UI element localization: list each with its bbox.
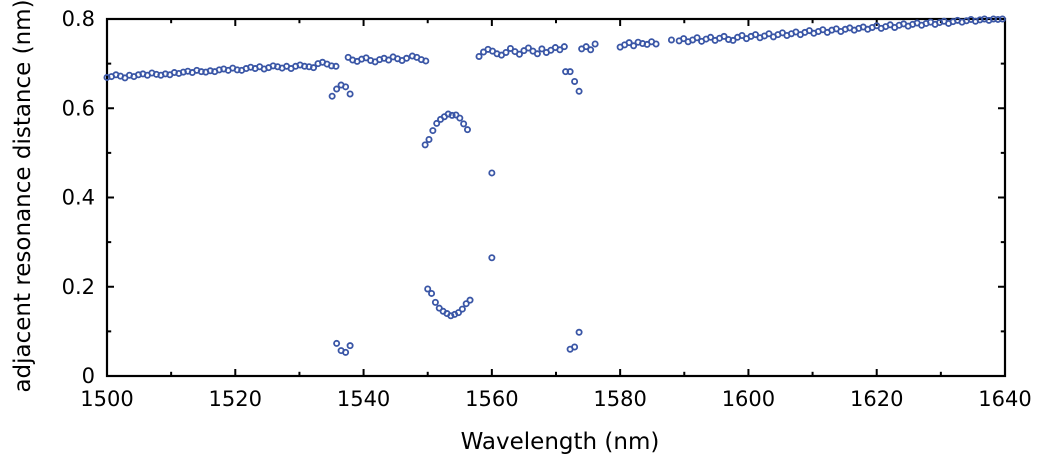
data-point	[433, 119, 441, 127]
data-point	[575, 328, 583, 336]
data-point	[328, 92, 336, 100]
x-tick-label: 1620	[850, 387, 903, 411]
x-tick-label: 1500	[80, 387, 133, 411]
data-point	[488, 254, 496, 262]
data-point	[538, 45, 546, 53]
data-point	[428, 289, 436, 297]
data-point	[462, 300, 470, 308]
data-point	[575, 87, 583, 95]
data-point	[488, 169, 496, 177]
data-point	[346, 90, 354, 98]
y-tick-labels: 0 0.2 0.4 0.6 0.8	[62, 7, 95, 388]
data-point	[667, 36, 675, 44]
data-point	[346, 342, 354, 350]
data-point	[587, 46, 595, 54]
x-tick-label: 1580	[593, 387, 646, 411]
data-point	[680, 35, 688, 43]
data-point	[720, 32, 728, 40]
y-tick-label: 0.8	[62, 7, 95, 31]
data-point	[515, 50, 523, 58]
data-point	[342, 348, 350, 356]
x-axis-label: Wavelength (nm)	[461, 429, 660, 455]
y-axis-label: adjacent resonance distance (nm)	[10, 0, 36, 393]
data-point	[625, 39, 633, 47]
axis-ticks	[106, 18, 1006, 377]
data-point	[421, 141, 429, 149]
x-tick-label: 1560	[465, 387, 518, 411]
data-point	[571, 77, 579, 85]
data-point	[424, 285, 432, 293]
data-point	[560, 43, 568, 51]
data-point	[556, 46, 564, 54]
data-points	[103, 15, 1006, 356]
x-tick-label: 1600	[722, 387, 775, 411]
data-point	[385, 56, 393, 64]
data-point	[342, 83, 350, 91]
data-point	[729, 36, 737, 44]
x-tick-labels: 1500 1520 1540 1560 1580 1600 1620 1640	[80, 387, 1031, 411]
data-point	[751, 31, 759, 39]
data-point	[630, 42, 638, 50]
data-point	[333, 339, 341, 347]
data-point	[652, 40, 660, 48]
data-point	[403, 54, 411, 62]
x-tick-label: 1520	[209, 387, 262, 411]
data-point	[425, 135, 433, 143]
data-point	[333, 85, 341, 93]
data-point	[431, 298, 439, 306]
x-tick-label: 1540	[337, 387, 390, 411]
data-point	[429, 127, 437, 135]
y-tick-label: 0.6	[62, 96, 95, 120]
data-point	[738, 32, 746, 40]
data-point	[448, 111, 456, 119]
data-point	[506, 44, 514, 52]
data-point	[463, 126, 471, 134]
data-point	[422, 57, 430, 65]
data-point	[765, 30, 773, 38]
data-point	[591, 40, 599, 48]
data-point	[502, 48, 510, 56]
data-point	[332, 62, 340, 70]
data-point	[466, 296, 474, 304]
y-tick-label: 0.2	[62, 275, 95, 299]
data-point	[310, 64, 318, 72]
data-point	[571, 343, 579, 351]
data-point	[998, 15, 1006, 23]
data-point	[707, 33, 715, 41]
data-point	[455, 309, 463, 317]
data-point	[524, 44, 532, 52]
data-point	[582, 43, 590, 51]
data-point	[693, 34, 701, 42]
data-point	[456, 114, 464, 122]
y-tick-label: 0.4	[62, 186, 95, 210]
data-point	[458, 305, 466, 313]
x-tick-label: 1640	[978, 387, 1031, 411]
y-tick-label: 0	[82, 364, 95, 388]
data-point	[566, 68, 574, 76]
data-point	[475, 52, 483, 60]
data-point	[533, 50, 541, 58]
data-point	[460, 120, 468, 128]
